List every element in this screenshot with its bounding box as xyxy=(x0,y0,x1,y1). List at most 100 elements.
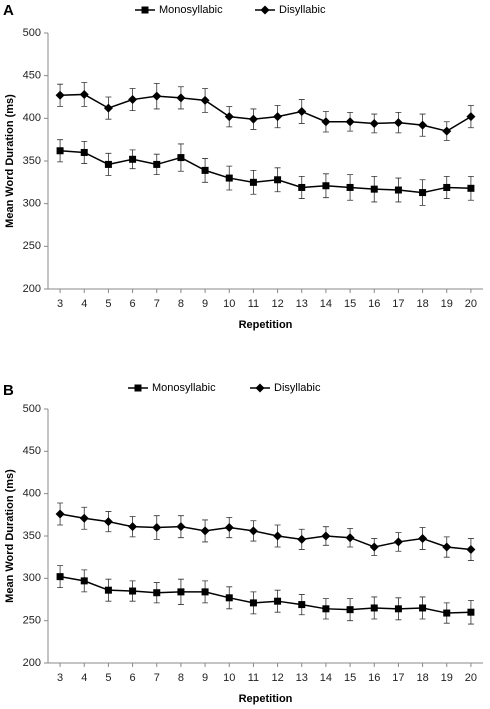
marker xyxy=(274,597,282,605)
marker xyxy=(466,545,476,555)
x-tick-label: 10 xyxy=(223,298,235,310)
y-tick-label: 300 xyxy=(23,198,41,210)
marker xyxy=(56,573,64,581)
marker xyxy=(128,95,138,105)
legend-label: Monosyllabic xyxy=(152,382,216,394)
x-tick-label: 9 xyxy=(202,298,208,310)
marker xyxy=(224,523,234,533)
marker xyxy=(134,384,142,392)
x-tick-label: 3 xyxy=(57,672,63,684)
marker xyxy=(466,112,476,122)
x-tick-label: 15 xyxy=(344,672,356,684)
marker xyxy=(177,154,185,162)
marker xyxy=(442,542,452,552)
marker xyxy=(321,531,331,541)
marker xyxy=(224,112,234,122)
y-tick-label: 250 xyxy=(23,615,41,627)
marker xyxy=(103,517,113,527)
marker xyxy=(177,588,185,596)
marker xyxy=(260,5,270,15)
x-tick-label: 17 xyxy=(392,672,404,684)
x-tick-label: 11 xyxy=(248,298,259,310)
marker xyxy=(129,155,137,163)
marker xyxy=(297,534,307,544)
y-tick-label: 350 xyxy=(23,530,41,542)
x-tick-label: 19 xyxy=(441,672,453,684)
x-tick-label: 8 xyxy=(178,672,184,684)
x-tick-label: 20 xyxy=(465,672,477,684)
x-tick-label: 13 xyxy=(296,298,308,310)
marker xyxy=(369,118,379,128)
marker xyxy=(104,586,112,594)
x-tick-label: 7 xyxy=(154,298,160,310)
marker xyxy=(321,117,331,127)
marker xyxy=(200,95,210,105)
series-line xyxy=(59,513,471,551)
marker xyxy=(176,522,186,532)
marker xyxy=(103,103,113,113)
x-tick-label: 12 xyxy=(271,672,283,684)
marker xyxy=(274,176,282,184)
marker xyxy=(249,178,257,186)
y-tick-label: 400 xyxy=(23,488,41,500)
x-tick-label: 18 xyxy=(416,672,428,684)
x-tick-label: 4 xyxy=(81,298,87,310)
marker xyxy=(255,383,265,393)
y-tick-label: 450 xyxy=(23,445,41,457)
x-tick-label: 16 xyxy=(368,672,380,684)
panel-label: A xyxy=(3,2,14,19)
marker xyxy=(104,160,112,168)
x-axis-title: Repetition xyxy=(239,319,293,331)
marker xyxy=(418,120,428,130)
y-tick-label: 400 xyxy=(23,112,41,124)
panel-label: B xyxy=(3,382,14,399)
x-tick-label: 13 xyxy=(296,672,308,684)
marker xyxy=(176,93,186,103)
series-line xyxy=(60,150,471,194)
x-tick-label: 6 xyxy=(130,298,136,310)
x-tick-label: 5 xyxy=(105,298,111,310)
marker xyxy=(394,605,402,613)
x-tick-label: 11 xyxy=(248,672,259,684)
marker xyxy=(201,588,209,596)
marker xyxy=(201,166,209,174)
marker xyxy=(298,183,306,191)
marker xyxy=(225,594,233,602)
y-tick-label: 200 xyxy=(23,657,41,669)
marker xyxy=(393,537,403,547)
x-tick-label: 7 xyxy=(154,672,160,684)
marker xyxy=(467,184,475,192)
marker xyxy=(152,523,162,533)
marker xyxy=(443,183,451,191)
y-axis-title: Mean Word Duration (ms) xyxy=(4,469,16,603)
x-tick-label: 5 xyxy=(105,672,111,684)
legend-label: Disyllabic xyxy=(274,382,321,394)
x-tick-label: 18 xyxy=(416,298,428,310)
marker xyxy=(370,185,378,193)
marker xyxy=(56,147,64,155)
marker xyxy=(55,90,65,100)
marker xyxy=(129,587,137,595)
legend-label: Disyllabic xyxy=(279,4,326,16)
marker xyxy=(273,531,283,541)
series-line xyxy=(60,93,472,132)
x-tick-label: 20 xyxy=(465,298,477,310)
marker xyxy=(419,189,427,197)
x-tick-label: 9 xyxy=(202,672,208,684)
x-axis-title: Repetition xyxy=(239,693,293,705)
marker xyxy=(200,526,210,536)
marker xyxy=(346,183,354,191)
y-tick-label: 250 xyxy=(23,240,41,252)
marker xyxy=(369,542,379,552)
marker xyxy=(370,604,378,612)
y-tick-label: 500 xyxy=(23,27,41,39)
marker xyxy=(80,577,88,585)
y-tick-label: 500 xyxy=(23,403,41,415)
marker xyxy=(393,118,403,128)
x-tick-label: 19 xyxy=(441,298,453,310)
marker xyxy=(346,606,354,614)
marker xyxy=(345,533,355,543)
marker xyxy=(443,609,451,617)
x-tick-label: 14 xyxy=(320,672,332,684)
marker xyxy=(467,608,475,616)
